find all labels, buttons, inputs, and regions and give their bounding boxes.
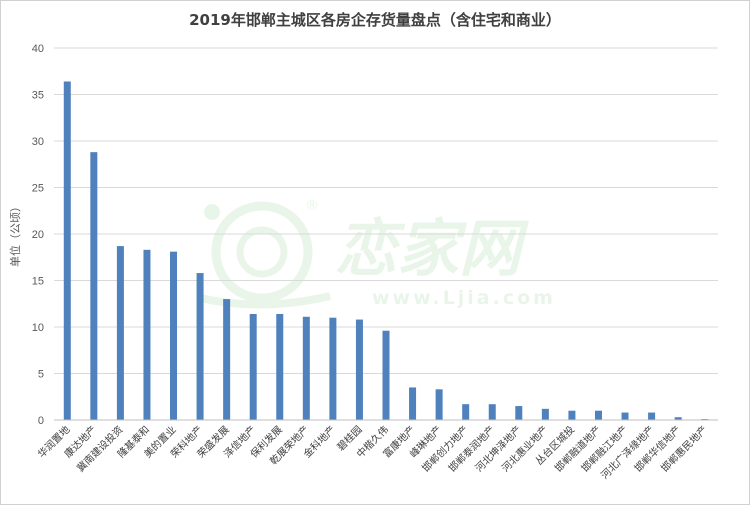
bar (249, 313, 257, 420)
bar (515, 406, 523, 420)
bar (541, 408, 549, 420)
bar (63, 81, 71, 420)
y-axis-ticks: 0 5 10 15 20 25 30 35 40 (32, 43, 44, 427)
bar (568, 410, 576, 420)
bar (116, 246, 124, 420)
y-tick-label: 25 (32, 183, 44, 195)
bars (63, 81, 709, 420)
snail-logo-icon (199, 201, 331, 309)
bar (488, 404, 496, 420)
bar (674, 417, 682, 420)
watermark-registered: ® (305, 198, 319, 214)
bar (409, 387, 417, 420)
y-tick-label: 10 (32, 322, 44, 334)
y-tick-label: 5 (38, 369, 44, 381)
bar (648, 412, 656, 420)
bar (143, 249, 151, 420)
bar (382, 330, 390, 420)
watermark: ® 恋家网 www.Ljia.com (199, 198, 556, 309)
y-tick-label: 35 (32, 90, 44, 102)
y-tick-label: 40 (32, 43, 44, 55)
bar (223, 299, 231, 420)
y-tick-label: 20 (32, 229, 44, 241)
watermark-brand: 恋家网 (335, 212, 530, 285)
bar (196, 273, 204, 420)
chart-title: 2019年邯郸主城区各房企存货量盘点（含住宅和商业） (189, 11, 561, 29)
x-axis-labels: 华润置地康达地产冀南建设投资隆基泰和美的置业荣科地产荣盛发展泽信地产保利发展乾展… (35, 423, 710, 482)
bar (170, 251, 178, 420)
bar (435, 389, 443, 420)
bar (276, 313, 284, 420)
bar (329, 317, 337, 420)
y-tick-label: 0 (38, 415, 44, 427)
y-tick-label: 30 (32, 136, 44, 148)
bar (355, 319, 363, 420)
bar (594, 410, 602, 420)
bar (302, 316, 310, 420)
watermark-url: www.Ljia.com (372, 287, 556, 309)
bar (90, 152, 98, 420)
bar (462, 404, 470, 420)
gridlines (54, 47, 718, 374)
y-axis-label: 单位（公顷） (8, 201, 22, 267)
bar (621, 412, 629, 420)
y-tick-label: 15 (32, 276, 44, 288)
